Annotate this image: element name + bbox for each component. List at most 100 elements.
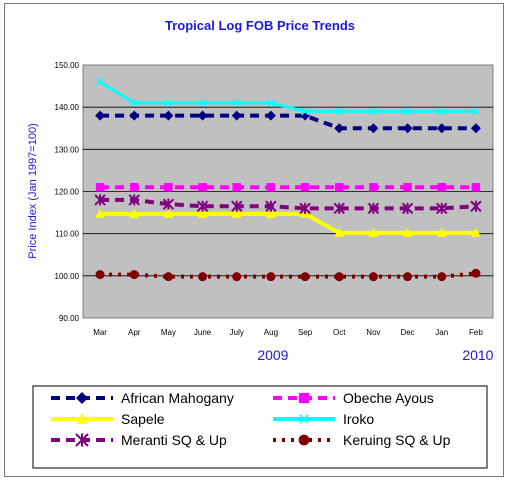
legend bbox=[32, 385, 488, 469]
point-marker bbox=[232, 272, 242, 282]
point-marker bbox=[403, 272, 413, 282]
x-tick-label: Nov bbox=[366, 328, 380, 337]
y-tick-label: 150.00 bbox=[55, 61, 80, 70]
point-marker bbox=[163, 110, 174, 121]
x-tick-label: Mar bbox=[93, 328, 107, 337]
y-tick-label: 110.00 bbox=[55, 230, 79, 239]
point-marker bbox=[299, 414, 309, 424]
x-tick-label: June bbox=[194, 328, 212, 337]
point-marker bbox=[299, 202, 311, 215]
x-tick-label: May bbox=[161, 328, 176, 337]
point-marker bbox=[470, 123, 481, 134]
x-tick-label: Sep bbox=[298, 328, 313, 337]
point-marker bbox=[335, 183, 344, 192]
year-label: 2010 bbox=[462, 347, 493, 363]
x-tick-label: Jan bbox=[435, 328, 448, 337]
y-tick-label: 90.00 bbox=[59, 314, 80, 323]
series-line bbox=[99, 80, 476, 113]
legend-label: Obeche Ayous bbox=[343, 390, 434, 406]
point-marker bbox=[368, 272, 378, 282]
point-marker bbox=[198, 183, 207, 192]
legend-entry: Obeche Ayous bbox=[273, 390, 434, 406]
y-tick-labels: 90.00 100.00 110.00 120.00 130.00 140.00 150.0… bbox=[55, 61, 80, 323]
point-marker bbox=[130, 98, 139, 107]
series-african-mahogany bbox=[95, 110, 481, 134]
point-marker bbox=[403, 107, 412, 116]
point-marker bbox=[95, 110, 106, 121]
point-marker bbox=[231, 200, 243, 212]
point-marker bbox=[436, 227, 447, 237]
point-marker bbox=[164, 98, 173, 107]
y-axis-label: Price Index (Jan 1997=100) bbox=[27, 123, 39, 258]
x-tick-label: Feb bbox=[469, 328, 483, 337]
series-keruing-sq-up bbox=[95, 268, 481, 282]
legend-label: Sapele bbox=[121, 411, 165, 427]
point-marker bbox=[164, 183, 173, 192]
point-marker bbox=[437, 183, 446, 192]
legend-entry: African Mahogany bbox=[51, 390, 234, 406]
point-marker bbox=[75, 433, 89, 447]
point-marker bbox=[471, 268, 481, 278]
point-marker bbox=[129, 270, 139, 280]
point-marker bbox=[471, 183, 481, 192]
series-group bbox=[94, 77, 482, 282]
point-marker bbox=[265, 110, 276, 121]
point-marker bbox=[94, 194, 106, 206]
point-marker bbox=[196, 200, 209, 212]
point-marker bbox=[265, 200, 277, 212]
point-marker bbox=[231, 110, 242, 121]
point-marker bbox=[300, 272, 310, 282]
point-marker bbox=[437, 272, 447, 282]
point-marker bbox=[470, 200, 482, 212]
point-marker bbox=[163, 272, 173, 282]
point-marker bbox=[198, 98, 207, 107]
series-line bbox=[100, 113, 476, 131]
point-marker bbox=[162, 198, 175, 210]
point-marker bbox=[333, 202, 345, 215]
point-marker bbox=[300, 183, 310, 192]
legend-entries: African Mahogany Obeche Ayous Sapele Iroko M… bbox=[51, 390, 451, 448]
point-marker bbox=[369, 107, 378, 116]
series-meranti-sq-up bbox=[94, 194, 482, 215]
year-labels: 2009 2010 bbox=[257, 347, 493, 363]
point-marker bbox=[197, 208, 208, 218]
year-label: 2009 bbox=[257, 347, 288, 363]
point-marker bbox=[265, 208, 276, 218]
x-tick-label: Dec bbox=[400, 328, 414, 337]
legend-entry: Keruing SQ & Up bbox=[273, 432, 451, 448]
legend-entry: Sapele bbox=[51, 411, 165, 427]
point-marker bbox=[266, 98, 275, 107]
series-line bbox=[100, 197, 477, 211]
point-marker bbox=[266, 272, 276, 282]
series-iroko bbox=[96, 77, 480, 116]
point-marker bbox=[163, 208, 174, 218]
point-marker bbox=[403, 183, 412, 192]
y-tick-label: 100.00 bbox=[55, 272, 80, 281]
point-marker bbox=[334, 123, 345, 134]
point-marker bbox=[96, 77, 105, 86]
point-marker bbox=[95, 208, 106, 218]
series-line bbox=[100, 211, 476, 235]
point-marker bbox=[367, 202, 380, 215]
point-marker bbox=[334, 227, 345, 237]
point-marker bbox=[129, 110, 140, 121]
point-marker bbox=[369, 183, 378, 192]
point-marker bbox=[301, 107, 310, 116]
point-marker bbox=[130, 183, 139, 192]
point-marker bbox=[95, 270, 105, 280]
legend-label: Iroko bbox=[343, 411, 374, 427]
y-tick-label: 130.00 bbox=[55, 145, 80, 154]
x-tick-labels: Mar Apr May June July Aug Sep Oct Nov Dec Jan Feb bbox=[93, 328, 483, 337]
series-sapele bbox=[95, 208, 481, 237]
chart-frame: Tropical Log FOB Price Trends 90.00 100.0… bbox=[4, 3, 504, 477]
point-marker bbox=[368, 123, 379, 134]
point-marker bbox=[470, 227, 481, 237]
x-tick-label: Oct bbox=[333, 328, 346, 337]
point-marker bbox=[298, 392, 310, 404]
point-marker bbox=[368, 227, 379, 237]
point-marker bbox=[197, 110, 208, 121]
point-marker bbox=[298, 434, 310, 446]
point-marker bbox=[232, 98, 241, 107]
point-marker bbox=[437, 107, 446, 116]
point-marker bbox=[402, 123, 413, 134]
